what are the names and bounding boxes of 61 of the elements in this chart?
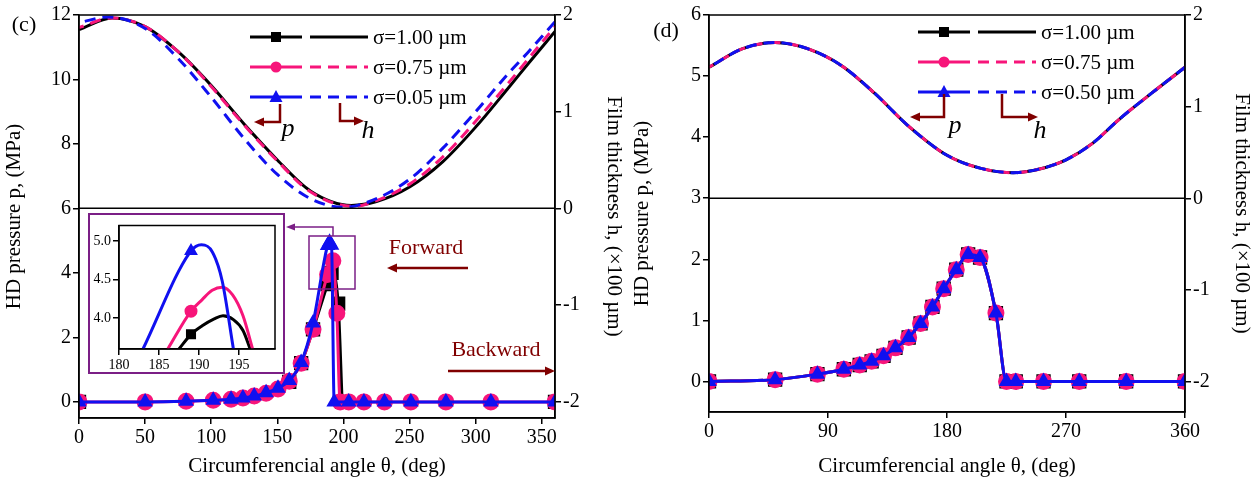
y2-tick-label: -2 [1193,368,1210,391]
y2-tick-label: -1 [563,292,580,315]
x-axis-title: Circumferencial angle θ, (deg) [818,452,1076,477]
x-tick-label: 250 [394,425,425,448]
y-tick-label: 5 [691,63,701,86]
legend-label: σ=0.75 µm [373,54,467,80]
x-tick-label: 180 [108,357,130,373]
y2-tick-label: 0 [563,195,573,218]
y-tick-label: 4 [61,260,71,283]
y-tick-label: 4.0 [93,309,111,325]
y-tick-label: 2 [61,324,71,347]
y-tick-label: 10 [51,66,71,89]
y2-tick-label: -2 [563,388,580,411]
y-tick-label: 4.5 [93,271,111,287]
x-tick-label: 200 [328,425,359,448]
y2-tick-label: 1 [563,98,573,121]
x-axis-title: Circumferencial angle θ, (deg) [188,452,446,477]
annotation: Backward [451,336,541,362]
annotation: h [1033,115,1047,145]
x-tick-label: 100 [196,425,227,448]
text: (d) [653,17,679,43]
x-tick-label: 300 [460,425,491,448]
y2-tick-label: 2 [563,2,573,25]
y2-tick-label: 2 [1193,2,1203,25]
y-tick-label: 6 [61,195,71,218]
legend-label: σ=0.05 µm [373,84,467,110]
text: (c) [11,11,37,37]
legend-label: σ=1.00 µm [1041,19,1135,45]
x-tick-label: 360 [1170,419,1200,442]
y-tick-label: 5.0 [93,232,111,248]
legend-label: σ=0.50 µm [1041,79,1135,105]
y2-axis-title: Film thickness h, (×100 µm) [1230,93,1255,334]
x-tick-label: 185 [148,357,170,373]
x-tick-label: 150 [262,425,293,448]
y-tick-label: 3 [691,185,701,208]
annotation: Forward [388,234,464,260]
y2-tick-label: -1 [1193,277,1210,300]
y2-axis-title: Film thickness h, (×100 µm) [602,96,627,337]
x-tick-label: 180 [932,419,962,442]
x-tick-label: 195 [228,357,250,373]
x-tick-label: 190 [188,357,210,373]
annotation: p [948,110,962,140]
y-tick-label: 6 [691,2,701,25]
x-tick-label: 270 [1051,419,1081,442]
legend-label: σ=0.75 µm [1041,49,1135,75]
y-tick-label: 0 [61,389,71,412]
annotation: h [361,115,375,145]
y-axis-title: HD pressure p, (MPa) [629,120,654,307]
x-tick-label: 50 [135,425,156,448]
y-tick-label: 2 [691,246,701,269]
x-tick-label: 90 [818,419,838,442]
y-tick-label: 12 [51,2,71,25]
y-tick-label: 4 [691,124,701,147]
y2-tick-label: 0 [1193,185,1203,208]
y-axis-title: HD pressure p, (MPa) [1,123,26,310]
y2-tick-label: 1 [1193,93,1203,116]
x-tick-label: 350 [526,425,557,448]
legend-label: σ=1.00 µm [373,24,467,50]
y-tick-label: 1 [691,307,701,330]
y-tick-label: 8 [61,131,71,154]
annotation: p [281,113,295,143]
